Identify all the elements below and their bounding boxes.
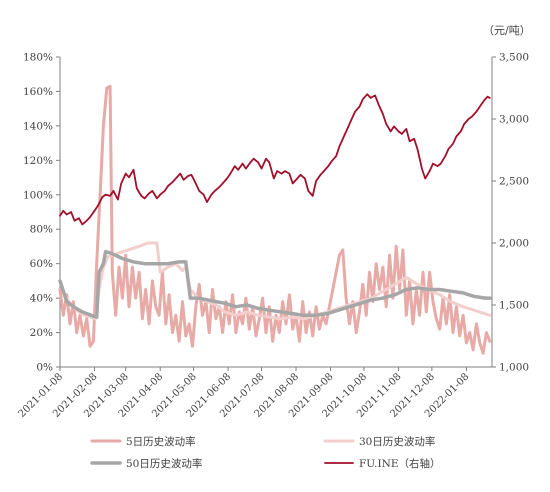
left-tick-label: 140% [23, 120, 53, 132]
left-tick-label: 180% [23, 52, 53, 64]
volatility-50d-line [58, 249, 492, 319]
legend-label: 5日历史波动率 [126, 435, 196, 448]
right-tick-label: 1,000 [499, 362, 529, 374]
left-axis: 0% 20% 40% 60% 80% 100% 120% 140% 160% 180% [23, 52, 61, 374]
right-tick-label: 2,000 [499, 238, 529, 250]
right-tick-label: 3,000 [499, 114, 529, 126]
left-tick-label: 40% [30, 293, 53, 305]
left-tick-label: 0% [36, 362, 53, 374]
legend: 5日历史波动率 30日历史波动率 50日历史波动率 FU.INE（右轴） [90, 435, 441, 470]
legend-label: FU.INE（右轴） [359, 457, 441, 470]
left-tick-label: 60% [30, 258, 53, 270]
right-axis-unit: （元/吨） [483, 24, 531, 37]
legend-label: 50日历史波动率 [126, 457, 202, 470]
left-tick-label: 160% [23, 86, 53, 98]
legend-label: 30日历史波动率 [359, 435, 435, 448]
left-tick-label: 100% [23, 189, 53, 201]
right-axis: 1,000 1,500 2,000 2,500 3,000 3,500 [491, 52, 529, 374]
right-tick-label: 1,500 [499, 300, 529, 312]
right-tick-label: 3,500 [499, 52, 529, 64]
legend-fu-ine: FU.INE（右轴） [324, 457, 441, 470]
left-tick-label: 80% [30, 224, 53, 236]
legend-30d: 30日历史波动率 [323, 435, 435, 448]
legend-5d: 5日历史波动率 [90, 435, 196, 448]
volatility-5d-line [58, 84, 492, 355]
series-layer [58, 84, 492, 355]
fu-ine-price-line [59, 93, 491, 226]
left-tick-label: 20% [30, 327, 53, 339]
left-tick-label: 120% [23, 155, 53, 167]
right-tick-label: 2,500 [499, 176, 529, 188]
legend-50d: 50日历史波动率 [90, 457, 202, 470]
